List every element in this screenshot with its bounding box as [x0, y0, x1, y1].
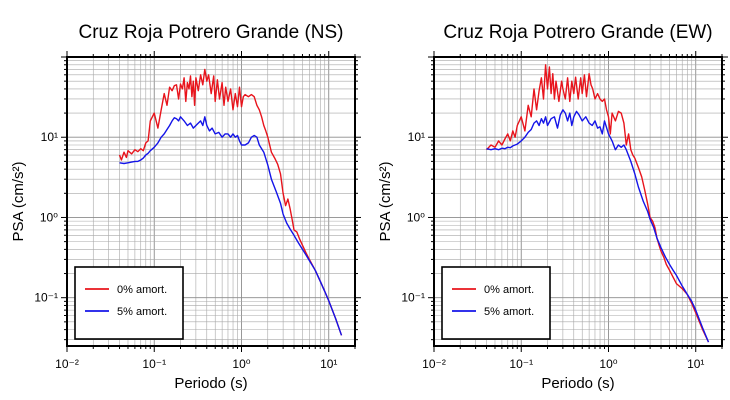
legend-label: 0% amort. [484, 284, 534, 296]
legend-ns: 0% amort. 5% amort. [74, 266, 184, 340]
y-tick-label: 10¹ [41, 130, 58, 144]
grid-ns [66, 56, 356, 346]
y-tick-label: 10⁰ [40, 210, 58, 224]
y-tick-label: 10⁰ [407, 210, 425, 224]
y-tick-label: 10⁻¹ [34, 291, 58, 305]
x-tick-label: 10¹ [687, 357, 704, 371]
legend-label: 0% amort. [117, 284, 167, 296]
x-axis-label: Periodo (s) [174, 375, 247, 392]
series-line-damped [486, 109, 710, 343]
plot-frame-ew [433, 56, 723, 347]
y-axis-label: PSA (cm/s²) [10, 161, 27, 241]
legend-label: 5% amort. [117, 306, 167, 318]
x-tick-label: 10⁻¹ [142, 357, 166, 371]
legend-ew: 0% amort. 5% amort. [441, 266, 551, 340]
x-tick-label: 10⁻² [55, 357, 79, 371]
chart-title-ew: Cruz Roja Potrero Grande (EW) [443, 22, 712, 43]
legend-box [441, 266, 551, 340]
series-line-damped [119, 116, 343, 336]
x-tick-label: 10⁰ [599, 357, 617, 371]
y-tick-label: 10⁻¹ [401, 291, 425, 305]
x-tick-label: 10⁻² [422, 357, 446, 371]
x-tick-label: 10⁻¹ [509, 357, 533, 371]
chart-panel-ew: Cruz Roja Potrero Grande (EW) 10⁻² 10⁻¹ 10… [377, 22, 728, 392]
x-tick-label: 10⁰ [232, 357, 250, 371]
chart-panel-ns: Cruz Roja Potrero Grande (NS) 10⁻² 10⁻¹ 10… [10, 22, 361, 392]
y-tick-label: 10¹ [408, 130, 425, 144]
legend-label: 5% amort. [484, 306, 534, 318]
x-tick-label: 10¹ [320, 357, 337, 371]
chart-title-ns: Cruz Roja Potrero Grande (NS) [78, 22, 343, 43]
series-line-undamped [485, 64, 710, 343]
series-line-undamped [118, 68, 343, 336]
plot-frame-ns [66, 56, 356, 347]
y-axis-label: PSA (cm/s²) [377, 161, 394, 241]
legend-box [74, 266, 184, 340]
x-axis-label: Periodo (s) [541, 375, 614, 392]
